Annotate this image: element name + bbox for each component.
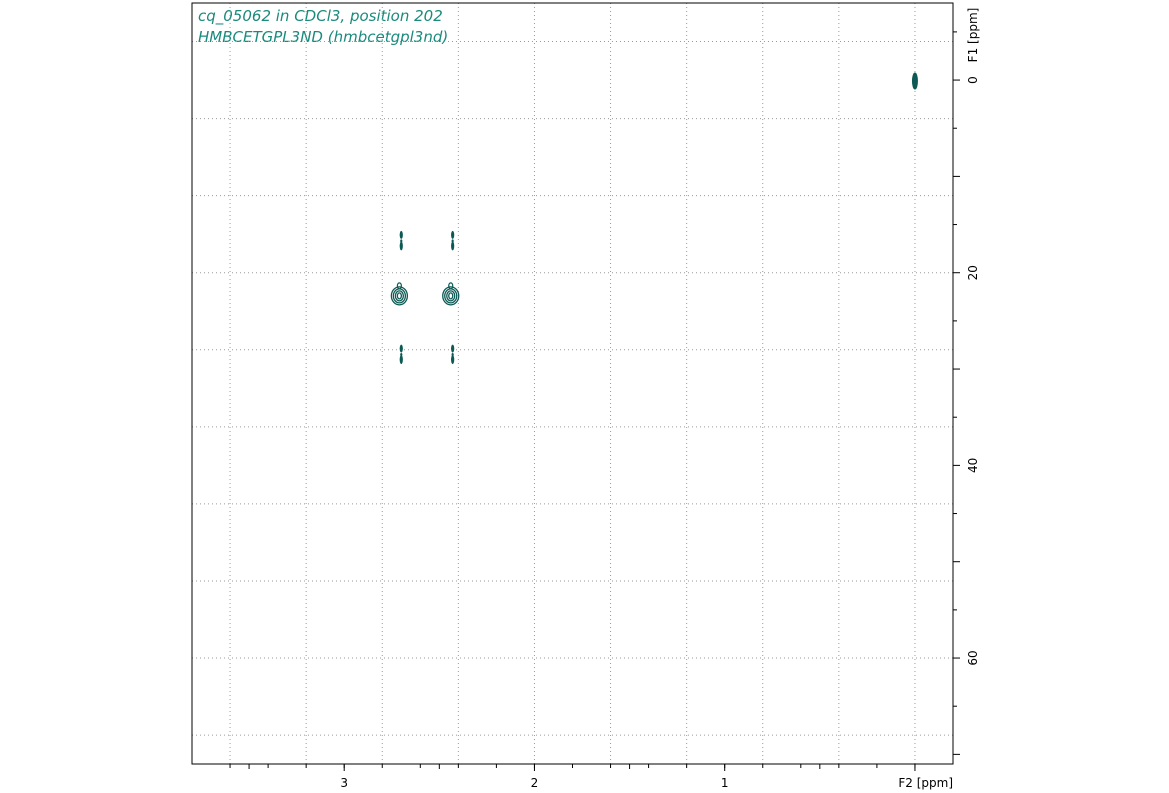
peak-contour bbox=[442, 286, 460, 306]
peak-contour bbox=[399, 230, 403, 239]
peak-contour bbox=[400, 353, 403, 357]
peak-contour bbox=[390, 286, 409, 306]
peak-contour bbox=[400, 239, 403, 243]
x-tick-label: 1 bbox=[721, 776, 729, 790]
peak-contour bbox=[394, 290, 405, 302]
peak-contour bbox=[396, 292, 403, 300]
peak-contour bbox=[448, 282, 454, 290]
peak-contour bbox=[451, 355, 455, 365]
peak-contour bbox=[451, 353, 454, 357]
peak-contour bbox=[396, 282, 402, 290]
peak-contour bbox=[451, 239, 454, 243]
peak-contour bbox=[399, 344, 403, 353]
y-tick-label: 0 bbox=[966, 76, 980, 84]
peak-contour bbox=[451, 344, 455, 353]
peak-contour bbox=[448, 292, 454, 300]
x-axis-label: F2 [ppm] bbox=[898, 776, 953, 790]
peak-contour bbox=[399, 241, 403, 251]
peak-contour bbox=[911, 72, 918, 90]
x-tick-label: 3 bbox=[340, 776, 348, 790]
peak-contour bbox=[451, 230, 455, 239]
peak-contour bbox=[451, 241, 455, 251]
x-tick-label: 2 bbox=[531, 776, 539, 790]
peak-contour bbox=[399, 355, 403, 365]
y-tick-label: 40 bbox=[966, 458, 980, 473]
peak-contour bbox=[446, 290, 456, 302]
y-tick-label: 60 bbox=[966, 650, 980, 665]
spectrum-title: cq_05062 in CDCl3, position 202 bbox=[198, 7, 443, 25]
y-axis-label: F1 [ppm] bbox=[966, 8, 980, 63]
y-tick-label: 20 bbox=[966, 265, 980, 280]
